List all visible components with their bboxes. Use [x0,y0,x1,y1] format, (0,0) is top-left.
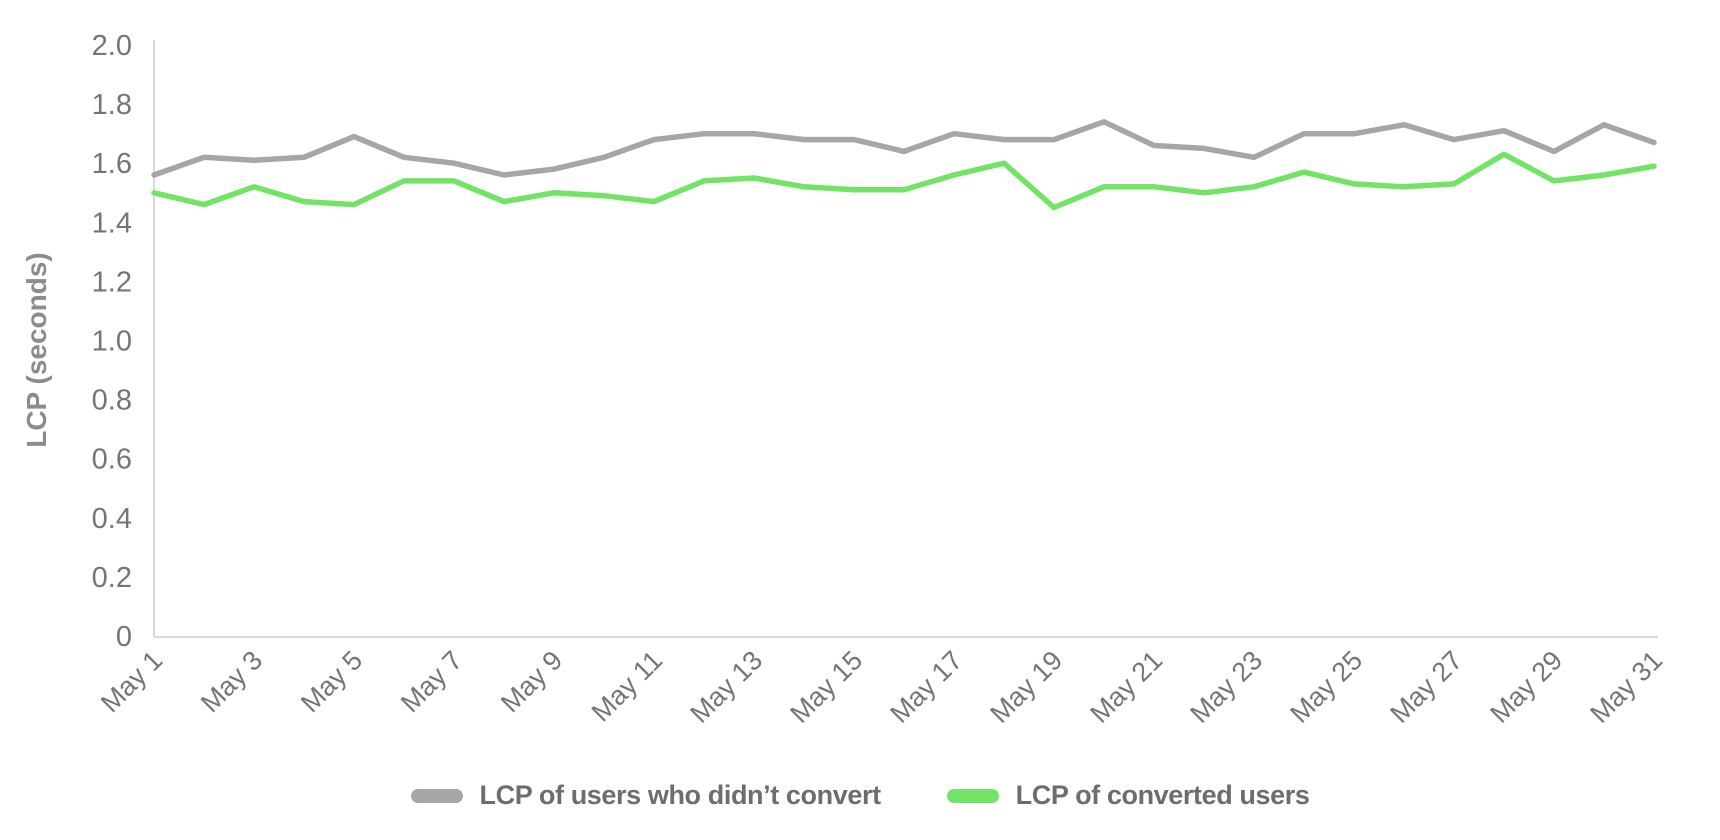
y-tick-label: 2.0 [92,30,132,62]
y-tick-label: 1.0 [92,326,132,358]
series-line-non-converted [151,119,1657,178]
x-tick-label: May 1 [95,645,168,718]
y-tick-label: 1.2 [92,266,132,298]
x-tick-label: May 31 [1584,645,1668,729]
x-tick-label: May 13 [684,645,768,729]
x-tick-label: May 5 [295,645,368,718]
x-tick-label: May 9 [495,645,568,718]
legend-item-converted: LCP of converted users [946,780,1310,811]
y-tick-label: 0.4 [92,503,132,535]
legend-label-non-converted: LCP of users who didn’t convert [479,780,882,810]
y-tick-label: 0.2 [92,562,132,594]
y-axis-title: LCP (seconds) [21,252,52,448]
series-line-converted [151,151,1657,211]
x-tick-label: May 21 [1084,645,1168,729]
y-tick-label: 1.4 [92,207,132,239]
legend-swatch-converted [946,788,999,803]
y-tick-label: 0.6 [92,444,132,476]
chart-legend: LCP of users who didn’t convert LCP of c… [0,780,1720,811]
x-tick-label: May 23 [1184,645,1268,729]
y-tick-label: 0.8 [92,385,132,417]
legend-swatch-non-converted [410,788,463,803]
x-tick-label: May 11 [586,645,668,727]
legend-item-non-converted: LCP of users who didn’t convert [410,780,882,811]
y-tick-label: 0 [116,621,132,653]
x-tick-label: May 7 [395,645,468,718]
legend-label-converted: LCP of converted users [1015,780,1310,810]
y-tick-label: 1.8 [92,89,132,121]
x-tick-label: May 3 [195,645,268,718]
x-tick-label: May 17 [884,645,968,729]
x-tick-label: May 25 [1284,645,1368,729]
x-tick-label: May 29 [1484,645,1568,729]
x-tick-label: May 15 [784,645,868,729]
x-tick-label: May 27 [1384,645,1468,729]
x-tick-label: May 19 [984,645,1068,729]
y-tick-label: 1.6 [92,148,132,180]
